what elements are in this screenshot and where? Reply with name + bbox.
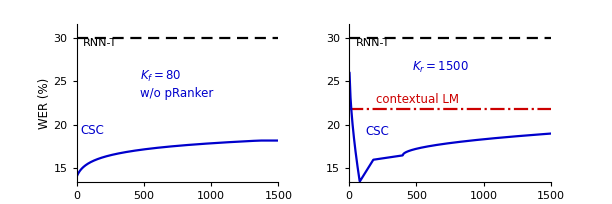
Text: RNN-T: RNN-T (83, 38, 118, 48)
Y-axis label: WER (%): WER (%) (37, 77, 51, 129)
Text: RNN-T: RNN-T (356, 38, 390, 48)
Text: $K_r = 1500$: $K_r = 1500$ (412, 60, 469, 75)
Text: $K_f = 80$: $K_f = 80$ (140, 69, 181, 84)
Text: CSC: CSC (81, 124, 105, 136)
Text: contextual LM: contextual LM (376, 93, 459, 106)
Text: CSC: CSC (365, 125, 389, 138)
Text: w/o pRanker: w/o pRanker (140, 87, 213, 100)
